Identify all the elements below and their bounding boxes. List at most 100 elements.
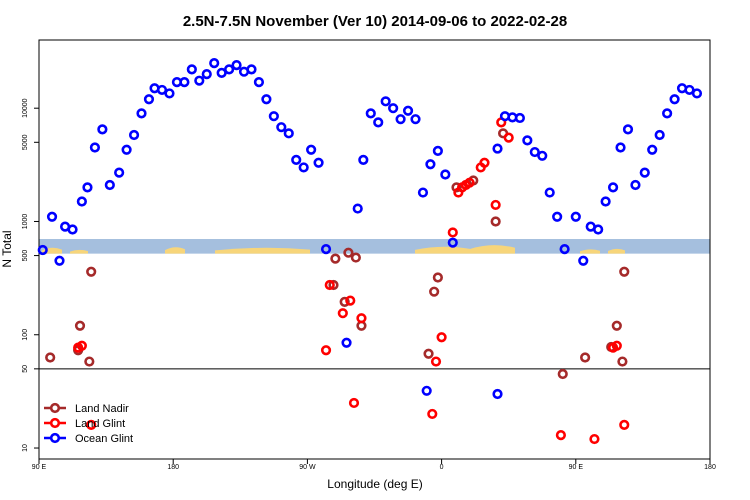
- ocean-glint-point: [537, 150, 548, 161]
- ocean-glint-point: [186, 64, 197, 75]
- ocean-band: [39, 239, 710, 254]
- land-nadir-point: [451, 182, 462, 193]
- ocean-glint-point: [593, 224, 604, 235]
- ocean-glint-point: [552, 211, 563, 222]
- x-tick-label: 90 W: [299, 464, 316, 471]
- legend: Land Nadir Land Glint Ocean Glint: [44, 402, 133, 445]
- land-shape: [608, 248, 625, 254]
- ocean-glint-point: [283, 128, 294, 139]
- ocean-glint-point: [89, 142, 101, 153]
- ocean-glint-point: [578, 255, 589, 266]
- ocean-glint-point: [179, 76, 190, 88]
- ocean-glint-point: [37, 244, 48, 256]
- chart-title: 2.5N-7.5N November (Ver 10) 2014-09-06 t…: [183, 13, 567, 30]
- ocean-glint-point: [607, 182, 619, 193]
- land-nadir-point: [339, 296, 350, 307]
- land-nadir-point: [619, 266, 630, 277]
- y-tick-label: 500: [22, 250, 29, 262]
- land-shape: [415, 246, 470, 254]
- ocean-glint-point: [492, 388, 503, 400]
- land-glint-point: [447, 227, 458, 238]
- ocean-glint-point: [402, 105, 414, 116]
- x-tick-label: 90 E: [32, 464, 47, 471]
- y-tick-label: 5000: [22, 134, 29, 150]
- ocean-glint-point: [691, 88, 703, 99]
- land-nadir-point: [490, 216, 501, 227]
- ocean-glint-point: [522, 135, 533, 146]
- ocean-glint-point: [440, 169, 451, 180]
- ocean-glint-point: [194, 75, 205, 86]
- land-glint-point: [619, 419, 630, 431]
- land-shape: [215, 247, 310, 254]
- ocean-glint-point: [121, 144, 132, 155]
- ocean-glint-point: [417, 187, 429, 198]
- y-tick-label: 1000: [22, 214, 29, 230]
- land-glint-point: [490, 199, 501, 211]
- land-nadir-point: [617, 356, 628, 367]
- ocean-glint-point: [654, 129, 665, 141]
- ocean-glint-point: [46, 211, 58, 222]
- ocean-glint-point: [136, 108, 147, 119]
- ocean-glint-point: [615, 142, 626, 153]
- ocean-glint-point: [224, 64, 235, 75]
- land-glint-point: [436, 332, 447, 343]
- world-map-band: [39, 239, 710, 254]
- ocean-glint-legend-label: Ocean Glint: [75, 433, 133, 445]
- land-glint-point: [479, 157, 490, 168]
- land-shape: [70, 249, 88, 254]
- x-tick-label: 90 E: [569, 464, 584, 471]
- ocean-glint-point: [410, 114, 421, 125]
- ocean-glint-point: [514, 112, 525, 124]
- ocean-glint-point: [143, 94, 155, 105]
- ocean-glint-point: [268, 111, 279, 122]
- ocean-glint-point: [209, 58, 220, 69]
- ocean-glint-point: [352, 203, 363, 214]
- land-shape: [470, 245, 515, 254]
- ocean-glint-point: [201, 68, 212, 80]
- land-nadir-point: [432, 272, 443, 283]
- ocean-glint-point: [231, 60, 242, 71]
- ocean-glint-point: [570, 211, 581, 222]
- ocean-glint-point: [76, 196, 87, 207]
- land-nadir-point: [557, 368, 568, 380]
- ocean-glint-point: [425, 159, 436, 170]
- ocean-glint-point: [492, 143, 503, 154]
- land-glint-point: [430, 356, 442, 367]
- land-glint-point: [356, 313, 367, 324]
- land-nadir-point: [580, 352, 591, 363]
- land-nadir-point: [429, 286, 440, 297]
- land-nadir-point: [423, 348, 434, 359]
- ocean-glint-point: [276, 122, 287, 133]
- ocean-glint-point: [388, 103, 399, 114]
- land-glint-point: [320, 345, 332, 356]
- ocean-glint-point: [54, 255, 65, 266]
- data-points: [37, 58, 703, 445]
- ocean-glint-point: [82, 182, 93, 193]
- ocean-glint-point: [320, 244, 332, 255]
- land-glint-legend-label: Land Glint: [75, 418, 125, 430]
- ocean-glint-point: [669, 94, 680, 105]
- land-shape: [165, 247, 185, 254]
- land-glint-point: [337, 308, 348, 319]
- ocean-glint-point: [421, 385, 432, 396]
- ocean-glint-point: [306, 144, 317, 155]
- ocean-glint-point: [639, 167, 650, 178]
- x-axis: 90 E 180 90 W 0 90 E 180: [32, 459, 716, 471]
- ocean-glint-point: [298, 162, 309, 173]
- y-tick-label: 10: [22, 444, 29, 452]
- ocean-glint-point: [662, 108, 673, 119]
- ocean-glint-point: [261, 94, 272, 105]
- land-glint-point: [611, 340, 622, 351]
- land-glint-point: [464, 177, 475, 188]
- x-tick-label: 0: [440, 464, 444, 471]
- ocean-glint-point: [447, 237, 458, 248]
- land-glint-point: [86, 419, 97, 431]
- ocean-glint-point: [164, 88, 175, 99]
- ocean-glint-point: [622, 124, 634, 135]
- ocean-glint-point: [373, 117, 384, 128]
- ocean-glint-point: [104, 179, 115, 191]
- land-nadir-point: [84, 356, 95, 367]
- x-axis-label: Longitude (deg E): [327, 477, 422, 491]
- land-glint-point: [503, 132, 514, 143]
